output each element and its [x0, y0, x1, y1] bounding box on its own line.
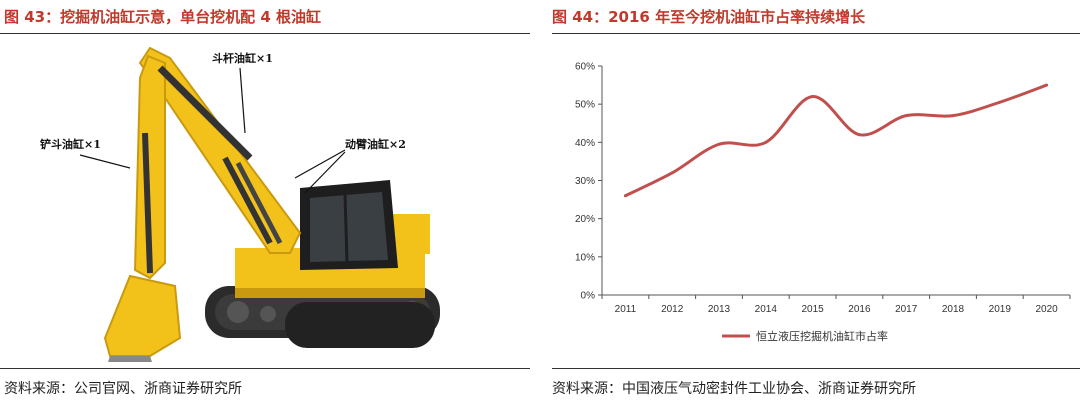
series-line — [624, 83, 1048, 198]
market-share-chart: 0%10%20%30%40%50%60% 2011 2012 2013 2014 201… — [575, 62, 1071, 343]
x-tick-label: 2012 — [661, 304, 684, 315]
right-source-note: 资料来源：中国液压气动密封件工业协会、浙商证券研究所 — [552, 381, 916, 397]
left-source-note: 资料来源：公司官网、浙商证券研究所 — [4, 381, 242, 397]
y-tick-label: 60% — [575, 62, 595, 73]
data-point — [1045, 83, 1049, 87]
y-tick-label: 0% — [581, 291, 596, 302]
data-point — [670, 171, 674, 175]
data-point — [951, 114, 955, 118]
data-point — [904, 114, 908, 118]
callout-boom-label: 动臂油缸×2 — [345, 137, 406, 151]
callout-boom-cylinder: 动臂油缸×2 — [294, 137, 406, 194]
x-tick-label: 2017 — [895, 304, 918, 315]
y-axis: 0% 10% 20% 30% 40% 50% 60% — [575, 62, 603, 302]
right-title-rule — [552, 33, 1080, 34]
x-tick-label: 2018 — [942, 304, 965, 315]
x-axis: 2011 2012 2013 2014 2015 2016 2017 2018 2019 2020 — [601, 294, 1071, 315]
legend: 恒立液压挖掘机油缸市占率 — [722, 329, 888, 343]
series-layer — [623, 83, 1049, 198]
callout-arm-label: 斗杆油缸×1 — [212, 51, 273, 65]
data-point — [998, 100, 1002, 104]
y-tick-label: 10% — [575, 252, 595, 263]
y-tick-label: 30% — [575, 176, 595, 187]
callout-bucket-label: 铲斗油缸×1 — [40, 137, 101, 151]
callout-bucket-cylinder: 铲斗油缸×1 — [40, 137, 131, 169]
left-title-rule — [0, 33, 530, 34]
x-tick-label: 2013 — [708, 304, 731, 315]
x-tick-label: 2014 — [755, 304, 778, 315]
y-tick-label: 20% — [575, 214, 595, 225]
excavator-arm — [133, 54, 166, 280]
left-source-rule — [0, 368, 530, 369]
callout-arm-cylinder: 斗杆油缸×1 — [212, 51, 273, 134]
data-point — [623, 194, 627, 198]
x-tick-label: 2019 — [989, 304, 1012, 315]
x-tick-label: 2011 — [615, 304, 637, 315]
excavator-tracks — [205, 286, 440, 348]
x-tick-label: 2016 — [848, 304, 871, 315]
y-tick-label: 40% — [575, 138, 595, 149]
excavator-bucket — [103, 274, 182, 362]
x-tick-label: 2020 — [1035, 304, 1058, 315]
data-point — [764, 140, 768, 144]
data-point — [857, 133, 861, 137]
x-tick-label: 2015 — [801, 304, 824, 315]
data-point — [811, 95, 815, 99]
legend-label: 恒立液压挖掘机油缸市占率 — [756, 329, 888, 343]
left-figure-title: 图 43：挖掘机油缸示意，单台挖机配 4 根油缸 — [4, 8, 321, 26]
y-tick-label: 50% — [575, 100, 595, 111]
right-figure-title: 图 44：2016 年至今挖机油缸市占率持续增长 — [552, 8, 866, 26]
excavator-illustration: 斗杆油缸×1 铲斗油缸×1 动臂油缸×2 — [40, 46, 440, 362]
right-source-rule — [552, 368, 1080, 369]
hydraulic-cylinders — [142, 65, 283, 274]
data-point — [717, 142, 721, 146]
excavator-cab — [300, 180, 398, 270]
